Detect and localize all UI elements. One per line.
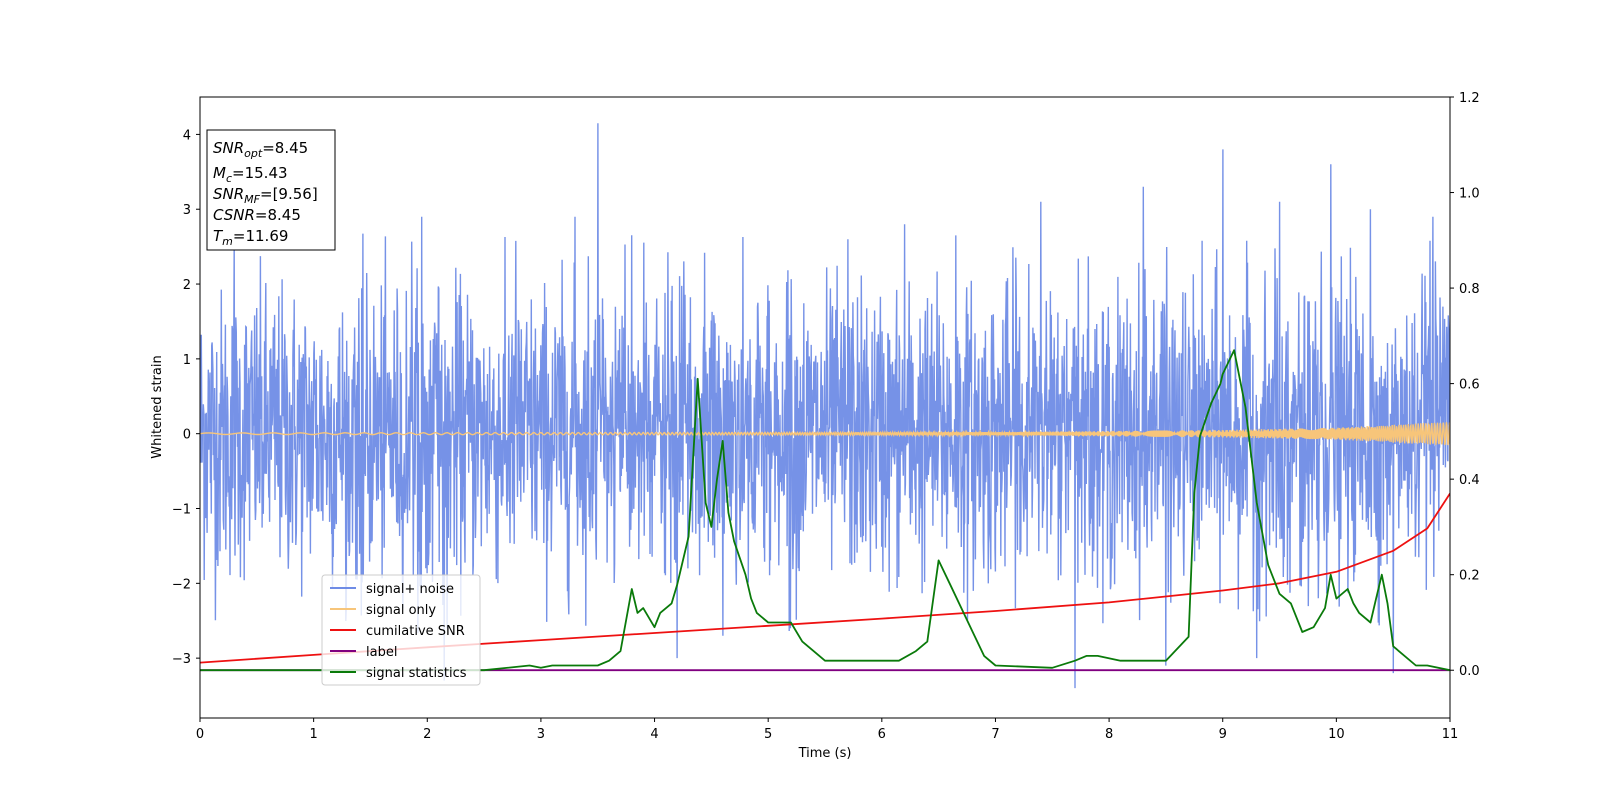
series-line [200, 422, 1450, 446]
annotation-line: SNRMF=[9.56] [213, 185, 318, 206]
axis-layer: 0 1 2 3 4 5 6 7 8 9 10 11 −3 −2 −1 0 1 2 3 4 0.0 0.2 0.4 0.6 0.8… [172, 91, 1480, 742]
x-axis-label: Time (s) [798, 746, 852, 761]
legend-label: signal statistics [366, 666, 467, 681]
y2-tick-label: 1.0 [1459, 187, 1480, 202]
y2-tick-label: 0.6 [1459, 378, 1480, 393]
y-tick-label: 0 [183, 428, 191, 443]
annotation-box: SNRopt=8.45 Mc=15.43SNRMF=[9.56]CSNR=8.45… [206, 129, 336, 251]
legend-label: signal only [366, 603, 436, 618]
annotation-line: Tm=11.69 [213, 227, 288, 248]
x-tick-label: 11 [1442, 727, 1459, 742]
y-tick-label: 3 [183, 203, 191, 218]
y-tick-label: 1 [183, 353, 191, 368]
x-tick-label: 8 [1105, 727, 1113, 742]
y2-tick-label: 0.0 [1459, 664, 1480, 679]
series-line [200, 349, 1450, 672]
x-tick-label: 4 [650, 727, 658, 742]
annotation-line: Mc=15.43 [213, 164, 288, 185]
legend-label: label [366, 645, 397, 660]
y-axis-label: Whitened strain [150, 355, 165, 458]
y2-tick-label: 0.2 [1459, 569, 1480, 584]
x-tick-label: 6 [878, 727, 886, 742]
y2-tick-label: 0.4 [1459, 473, 1480, 488]
annotation-frame [206, 129, 336, 251]
legend: signal+ noise signal only cumilative SNR la… [321, 574, 481, 686]
y-tick-label: −3 [172, 652, 191, 667]
annotation-line: SNRopt=8.45 [213, 139, 308, 160]
x-tick-label: 2 [423, 727, 431, 742]
x-tick-label: 0 [196, 727, 204, 742]
legend-label: cumilative SNR [366, 624, 465, 639]
annotation-line: CSNR=8.45 [213, 206, 301, 224]
series-line [200, 123, 1450, 689]
y2-tick-label: 1.2 [1459, 91, 1480, 106]
legend-label: signal+ noise [366, 582, 454, 597]
y-tick-label: −1 [172, 503, 191, 518]
y-tick-label: 2 [183, 278, 191, 293]
x-tick-label: 9 [1219, 727, 1227, 742]
x-tick-label: 10 [1328, 727, 1345, 742]
legend-frame [321, 574, 481, 686]
y-tick-label: −2 [172, 577, 191, 592]
x-tick-label: 1 [309, 727, 317, 742]
y2-tick-label: 0.8 [1459, 282, 1480, 297]
x-tick-label: 5 [764, 727, 772, 742]
x-tick-label: 3 [537, 727, 545, 742]
x-tick-label: 7 [991, 727, 999, 742]
axes-frame [199, 96, 1451, 719]
y-tick-label: 4 [183, 128, 191, 143]
